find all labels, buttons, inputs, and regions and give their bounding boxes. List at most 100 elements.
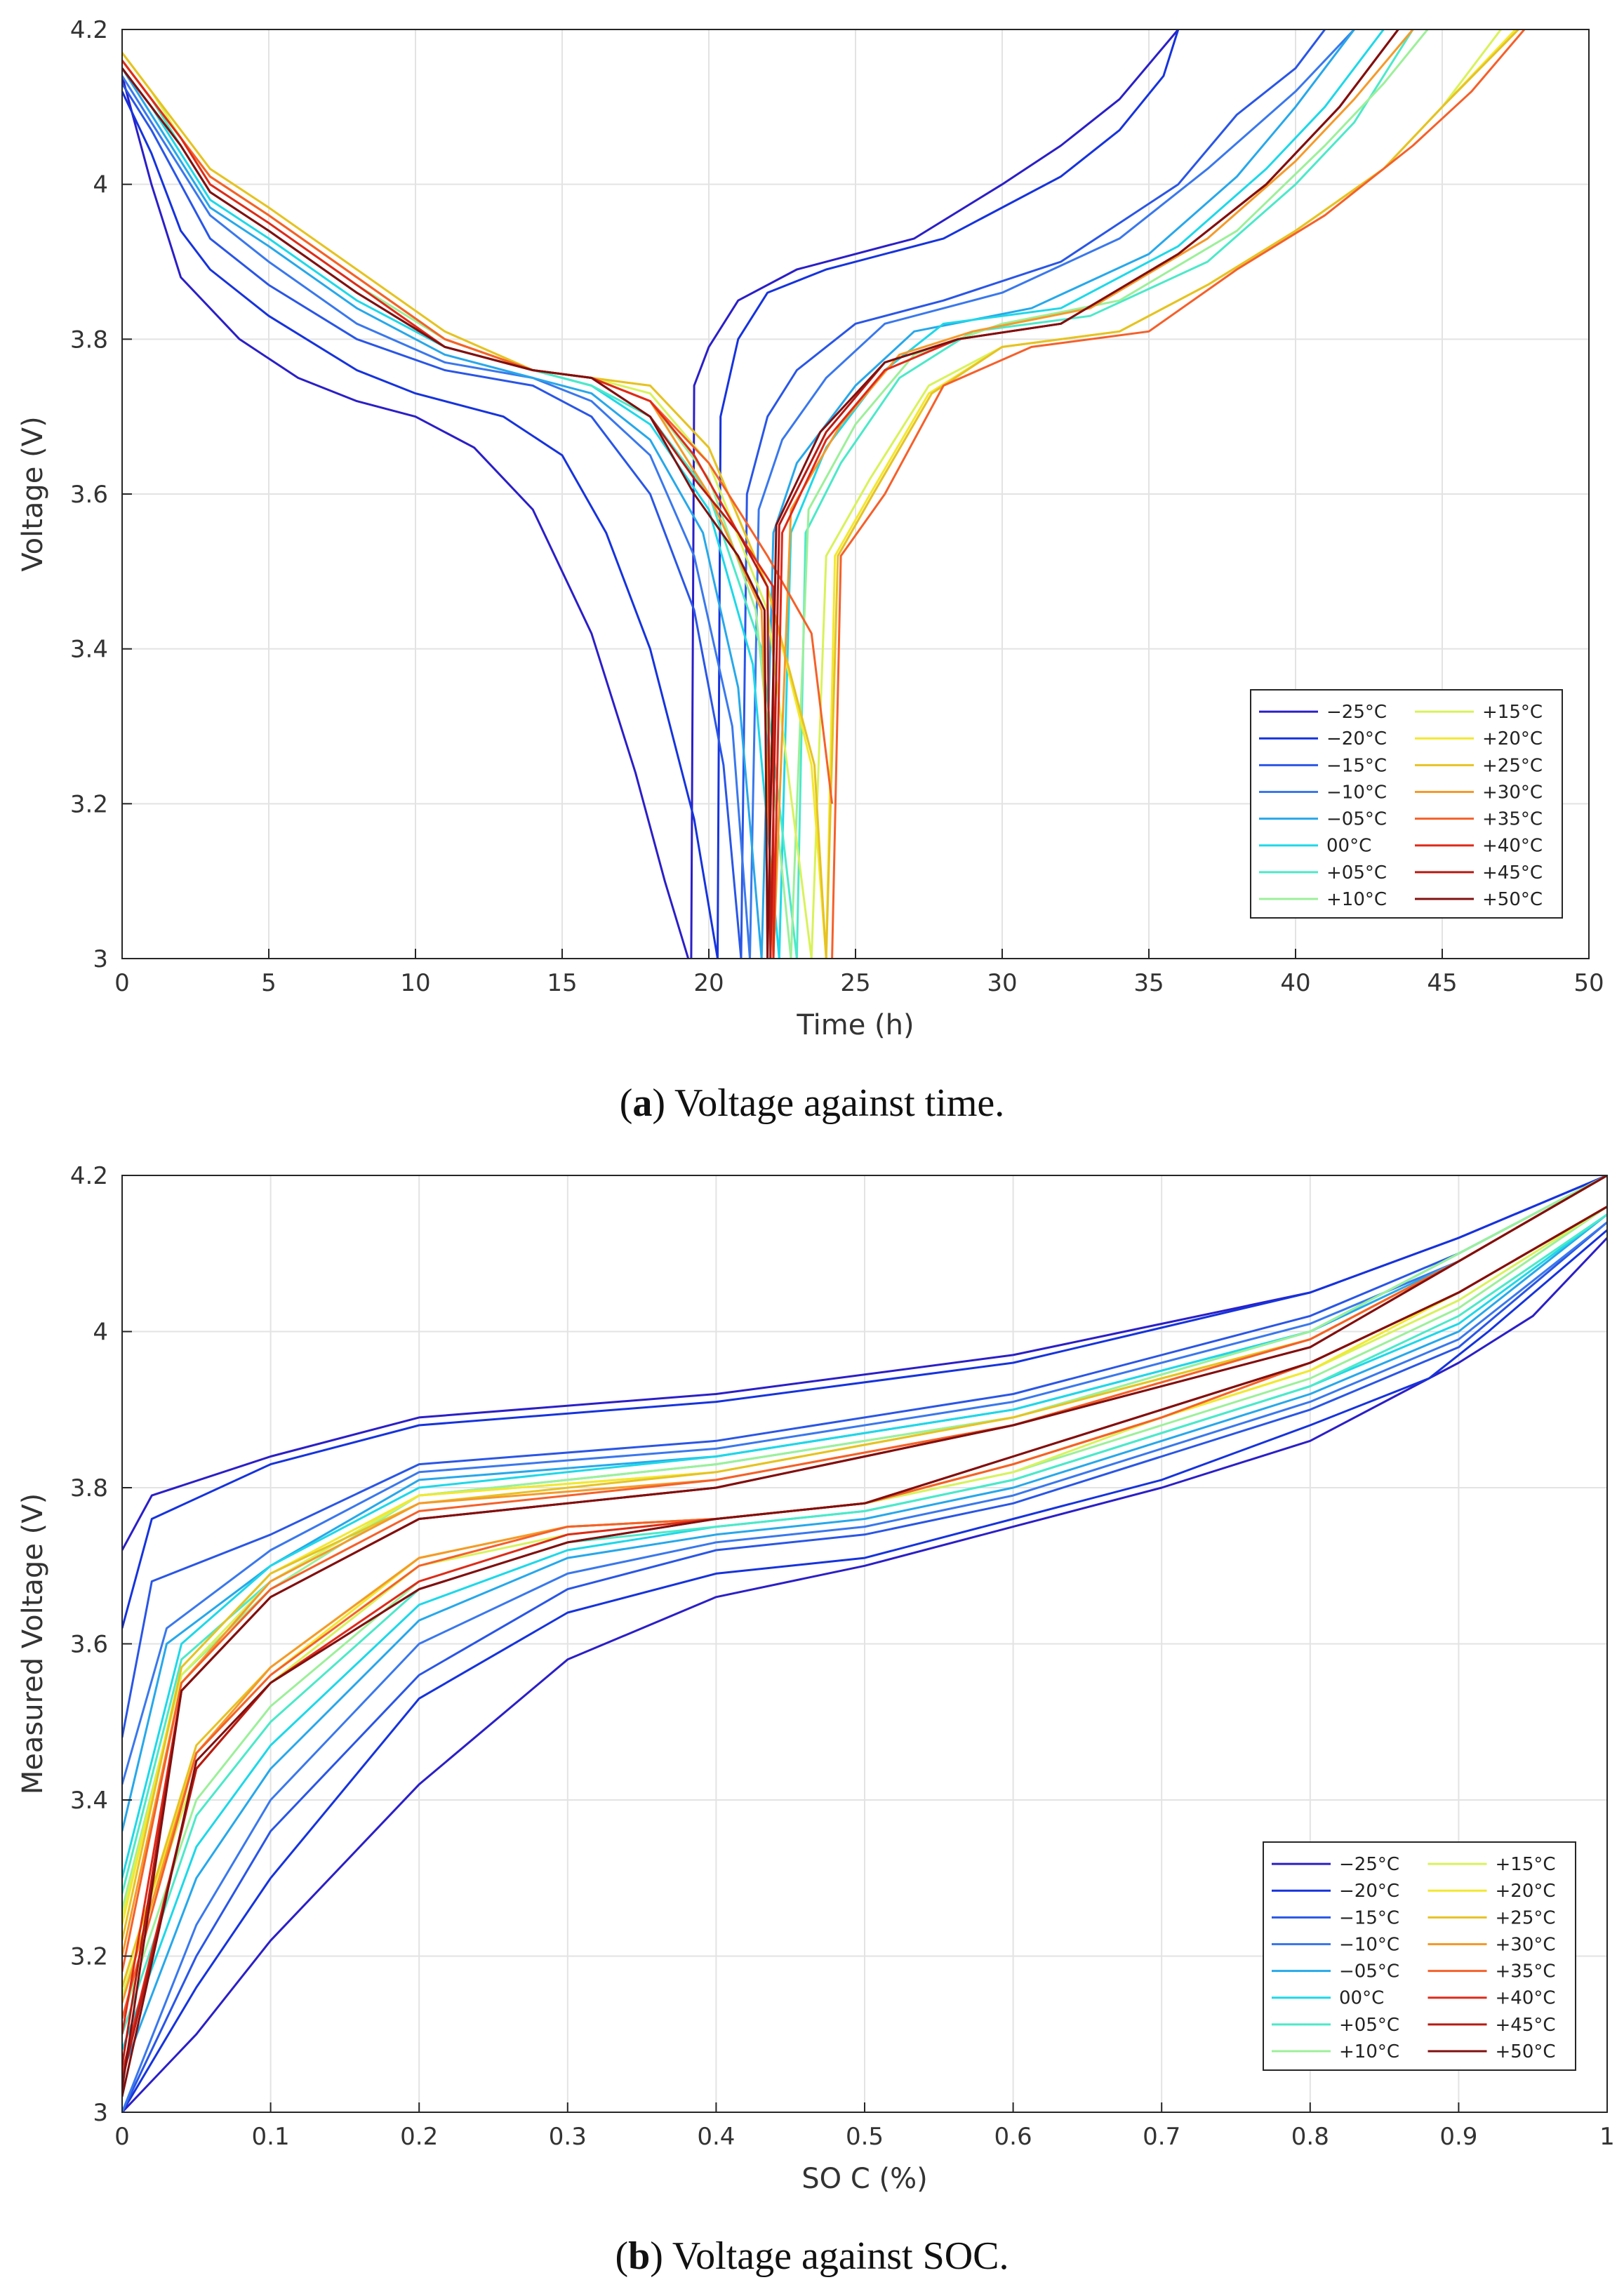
legend-entry: +25°C — [1482, 755, 1543, 776]
legend-entry: +40°C — [1496, 1988, 1556, 2009]
series-line-charge — [778, 29, 1385, 959]
y-tick-label: 3.8 — [70, 1474, 108, 1502]
series-line-charge — [825, 29, 1519, 959]
series-line-charge — [122, 1175, 1607, 1629]
series-line-discharge — [122, 1213, 1607, 2035]
y-tick-label: 4.2 — [70, 16, 108, 44]
y-tick-label: 3.2 — [70, 790, 108, 818]
y-tick-label: 3 — [93, 2099, 108, 2127]
series-line-discharge — [122, 91, 719, 959]
y-tick-label: 4 — [93, 1319, 108, 1347]
legend-a: −25°C −20°C −15°C −10°C −05°C 00°C +05°C +10°C +… — [1250, 689, 1563, 919]
x-tick-label: 0.8 — [1291, 2123, 1329, 2151]
series-line-discharge — [122, 67, 763, 959]
legend-entry: +30°C — [1496, 1934, 1556, 1955]
x-tick-label: 0 — [114, 2123, 130, 2151]
series-line-charge — [740, 29, 1326, 959]
legend-entry: −15°C — [1326, 755, 1387, 776]
legend-entry: −10°C — [1326, 782, 1387, 803]
x-tick-label: 0 — [114, 969, 130, 997]
tick-labels-a: 0 5 10 15 20 25 30 35 40 45 50 3 3.2 3.4 3.6 3.8 4 4.2 — [70, 16, 1604, 997]
series-line-charge — [772, 29, 1414, 959]
legend-entry: 00°C — [1339, 1988, 1384, 2009]
legend-entry: +35°C — [1482, 809, 1543, 830]
legend-entry: +50°C — [1482, 889, 1543, 910]
legend-entry: +30°C — [1482, 782, 1543, 803]
tick-labels-b: 0 0.1 0.2 0.3 0.4 0.5 0.6 0.7 0.8 0.9 1 3 3.2 3.4 3.6 3… — [70, 1162, 1615, 2151]
caption-a-text: ) Voltage against time. — [652, 1081, 1004, 1125]
x-tick-label: 30 — [987, 969, 1017, 997]
legend-entry: −25°C — [1339, 1854, 1399, 1875]
legend-entry: −10°C — [1339, 1934, 1399, 1955]
series-line-discharge — [122, 1206, 1607, 2098]
x-tick-label: 0.7 — [1143, 2123, 1180, 2151]
y-axis-label-a: Voltage (V) — [17, 416, 49, 571]
series-line-charge — [831, 29, 1526, 959]
series-lines-b — [122, 1175, 1607, 2112]
series-line-discharge — [122, 1213, 1607, 2074]
legend-entry: −15°C — [1339, 1907, 1399, 1928]
x-axis-label-a: Time (h) — [796, 1009, 914, 1041]
caption-b-text: ) Voltage against SOC. — [650, 2234, 1009, 2278]
x-tick-label: 50 — [1573, 969, 1604, 997]
x-tick-label: 0.5 — [846, 2123, 884, 2151]
y-tick-label: 4.2 — [70, 1162, 108, 1190]
series-line-charge — [790, 29, 1429, 959]
y-tick-label: 3.8 — [70, 326, 108, 354]
chart-b: 0 0.1 0.2 0.3 0.4 0.5 0.6 0.7 0.8 0.9 1 3 3.2 3.4 3.6 3… — [17, 1162, 1615, 2278]
legend-entry: −05°C — [1339, 1961, 1399, 1982]
legend-b: −25°C −20°C −15°C −10°C −05°C 00°C +05°C +10°C +… — [1263, 1841, 1576, 2071]
legend-entry: −25°C — [1326, 702, 1387, 723]
series-line-charge — [122, 1175, 1607, 2089]
y-tick-label: 3.6 — [70, 1631, 108, 1659]
legend-box — [1250, 689, 1563, 919]
legend-entry: +45°C — [1496, 2015, 1556, 2036]
legend-entry: +40°C — [1482, 836, 1543, 857]
x-tick-label: 15 — [547, 969, 577, 997]
series-lines-a — [122, 29, 1526, 959]
legend-entry: −20°C — [1326, 728, 1387, 749]
caption-a-letter: a — [632, 1081, 652, 1125]
series-line-discharge — [122, 75, 751, 959]
legend-entry: +15°C — [1496, 1854, 1556, 1875]
series-line-charge — [690, 29, 1179, 959]
caption-a: (a) Voltage against time. — [620, 1081, 1005, 1125]
x-tick-label: 0.9 — [1439, 2123, 1477, 2151]
series-line-charge — [122, 1175, 1607, 1738]
chart-a: 0 5 10 15 20 25 30 35 40 45 50 3 3.2 3.4 3.6 3.8 4 4.2 Ti… — [17, 16, 1604, 1125]
x-tick-label: 40 — [1280, 969, 1310, 997]
legend-entry: +20°C — [1482, 728, 1543, 749]
x-tick-label: 0.6 — [994, 2123, 1032, 2151]
caption-b-letter: b — [628, 2234, 650, 2278]
legend-entry: −05°C — [1326, 809, 1387, 830]
legend-entry: +05°C — [1339, 2015, 1399, 2036]
series-line-charge — [122, 1175, 1607, 1973]
x-axis-label-b: SO C (%) — [801, 2163, 927, 2195]
legend-entry: 00°C — [1326, 836, 1371, 857]
legend-entry: +50°C — [1496, 2041, 1556, 2062]
series-line-discharge — [122, 67, 769, 959]
y-tick-label: 3 — [93, 945, 108, 973]
y-axis-label-b: Measured Voltage (V) — [17, 1493, 49, 1794]
legend-entry: −20°C — [1339, 1881, 1399, 1902]
legend-entry: +25°C — [1496, 1907, 1556, 1928]
series-line-discharge — [122, 1229, 1607, 2112]
y-tick-label: 3.2 — [70, 1943, 108, 1971]
legend-entry: +35°C — [1496, 1961, 1556, 1982]
series-line-discharge — [122, 1236, 1607, 2112]
y-tick-label: 3.4 — [70, 1787, 108, 1815]
caption-a-prefix: ( — [620, 1081, 633, 1125]
x-tick-label: 0.3 — [549, 2123, 587, 2151]
x-tick-label: 0.1 — [252, 2123, 290, 2151]
x-tick-label: 0.4 — [697, 2123, 735, 2151]
x-tick-label: 10 — [400, 969, 430, 997]
series-line-discharge — [122, 1221, 1607, 2112]
legend-entry: +10°C — [1339, 2041, 1399, 2062]
legend-entry: +15°C — [1482, 702, 1543, 723]
y-tick-label: 3.6 — [70, 481, 108, 509]
x-tick-label: 20 — [693, 969, 724, 997]
series-line-charge — [122, 1175, 1607, 1910]
series-line-discharge — [122, 83, 743, 959]
series-line-charge — [749, 29, 1355, 959]
